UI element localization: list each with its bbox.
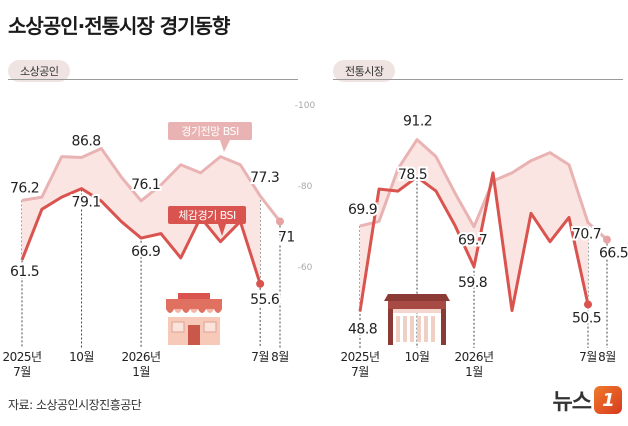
- panel-divider-right: [333, 79, 623, 80]
- x-tick-label: 8월: [598, 350, 616, 364]
- market-gate-illustration: [384, 294, 450, 345]
- legend-box-outlook: [168, 122, 252, 140]
- data-label: 70.7: [572, 227, 601, 243]
- shop-awning: [182, 309, 190, 313]
- data-label: 69.9: [348, 202, 377, 218]
- data-label: 66.5: [599, 246, 628, 262]
- news1-logo: 뉴스 1: [553, 384, 622, 416]
- x-tick-label: 2026년: [122, 350, 161, 364]
- page-title: 소상공인·전통시장 경기동향: [8, 14, 230, 38]
- area-between-series: [22, 148, 261, 284]
- shop-awning: [214, 309, 222, 313]
- x-tick-label: 1월: [132, 365, 150, 379]
- series-line-outlook: [359, 138, 609, 241]
- gate-roof: [384, 294, 450, 301]
- x-tick-label: 7월: [13, 365, 31, 379]
- legend-pointer-actual: [218, 224, 226, 236]
- shop-roof: [166, 299, 222, 309]
- x-tick-label: 8월: [271, 350, 289, 364]
- gate-shutter: [431, 316, 435, 342]
- data-label: 78.5: [398, 167, 427, 183]
- gate-pillar: [441, 309, 446, 345]
- data-label: 69.7: [458, 233, 487, 249]
- actual-end-dot: [584, 300, 592, 309]
- data-label: 55.6: [250, 292, 280, 308]
- shop-illustration: [166, 293, 222, 345]
- data-label: 48.8: [348, 321, 377, 337]
- data-label: 77.3: [250, 170, 279, 186]
- gate-shutter: [417, 316, 421, 342]
- source-note: 자료: 소상공인시장진흥공단: [8, 398, 142, 412]
- y-tick-label: -80: [298, 182, 313, 192]
- series-line-outlook: [21, 147, 282, 223]
- shop-window: [171, 321, 185, 333]
- x-tick-label: 10월: [69, 350, 94, 364]
- data-label: 50.5: [572, 310, 601, 326]
- outlook-end-dot: [603, 235, 611, 244]
- data-label: 59.8: [458, 275, 487, 291]
- data-label: 76.2: [10, 180, 39, 196]
- x-tick-label: 7월: [251, 350, 269, 364]
- shop-awning: [174, 309, 182, 313]
- legend-box-actual: [168, 206, 246, 224]
- shop-awning: [198, 309, 206, 313]
- actual-end-dot: [256, 279, 265, 288]
- data-label: 79.1: [72, 195, 101, 211]
- data-label: 66.9: [131, 244, 160, 260]
- legend-label-outlook: 경기전망 BSI: [181, 125, 239, 138]
- logo-text: 뉴스: [552, 390, 592, 415]
- gate-pillar: [388, 309, 393, 345]
- shop-awning: [166, 309, 174, 313]
- panel-divider-left: [8, 79, 298, 80]
- shop-awning: [190, 309, 198, 313]
- x-tick-label: 2025년: [340, 350, 379, 364]
- x-tick-label: 10월: [405, 350, 430, 364]
- shop-door: [188, 325, 200, 345]
- panel-label-traditional-market: 전통시장: [333, 60, 396, 82]
- x-tick-label: 1월: [465, 365, 483, 379]
- x-tick-label: 2026년: [454, 350, 493, 364]
- series-line-actual: [20, 187, 262, 285]
- gate-awning: [392, 309, 442, 313]
- gate-shutter: [424, 316, 428, 342]
- shop-window: [203, 321, 217, 333]
- area-between-series: [360, 139, 588, 312]
- legend-pointer-outlook: [220, 140, 230, 152]
- gate-shutter: [410, 316, 414, 342]
- shop-sign: [178, 293, 210, 299]
- legend-label-actual: 체감경기 BSI: [178, 209, 236, 222]
- x-tick-label: 2025년: [2, 350, 41, 364]
- series-line-actual: [358, 171, 590, 313]
- shop-awning: [206, 309, 214, 313]
- panel-label-small-business: 소상공인: [8, 60, 71, 82]
- y-tick-label: -60: [298, 263, 313, 273]
- x-tick-label: 7월: [579, 350, 597, 364]
- y-tick-label: -100: [295, 101, 316, 111]
- data-label: 91.2: [403, 114, 432, 130]
- data-label: 61.5: [10, 264, 39, 280]
- data-label: 71: [278, 229, 295, 245]
- data-label: 86.8: [72, 133, 101, 149]
- logo-badge: 1: [594, 386, 622, 414]
- gate-shutter: [403, 316, 407, 342]
- data-label: 76.1: [131, 177, 160, 193]
- gate-beam: [388, 301, 446, 309]
- x-tick-label: 7월: [351, 365, 369, 379]
- gate-shutter: [396, 316, 400, 342]
- outlook-end-dot: [276, 217, 284, 226]
